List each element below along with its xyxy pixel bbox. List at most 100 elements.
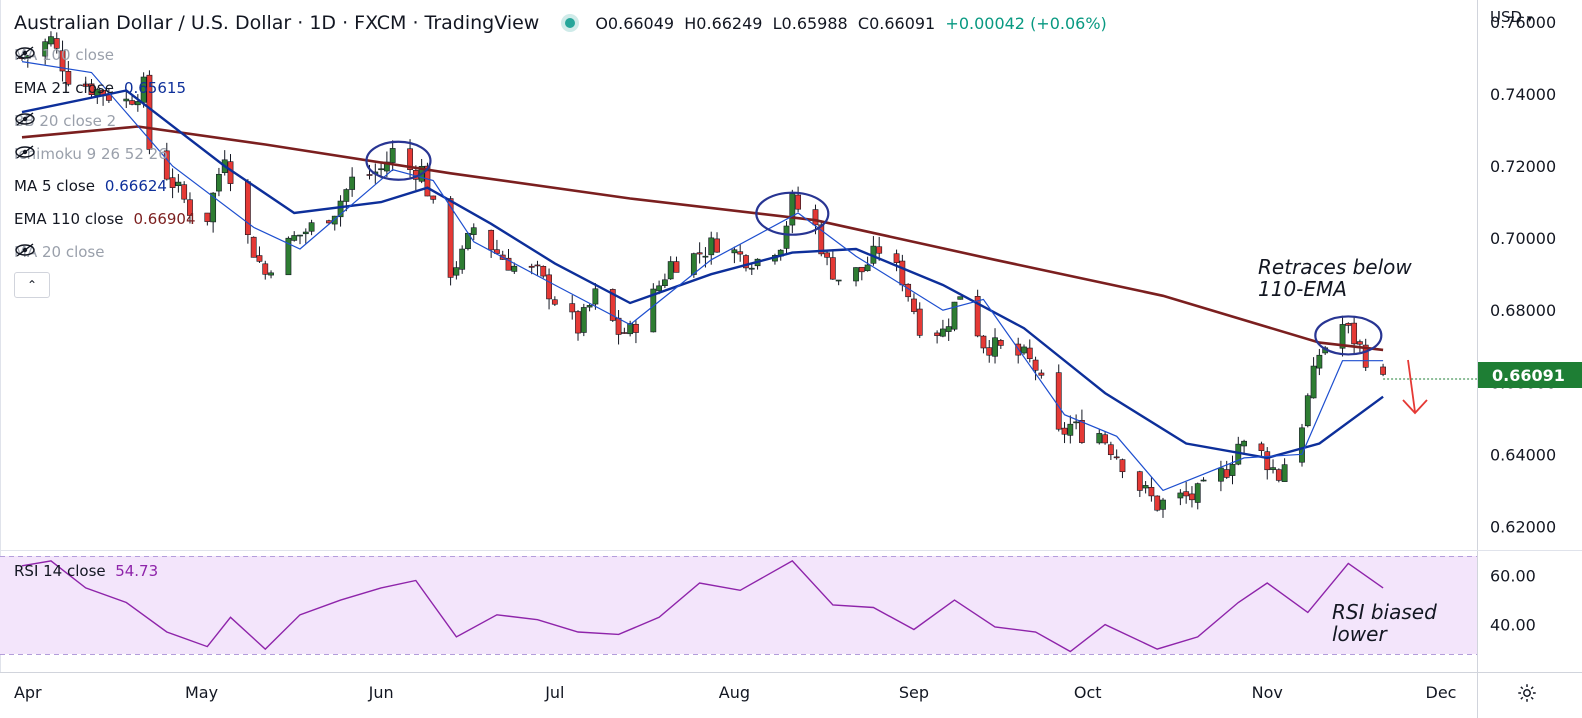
time-tick-label: Nov — [1252, 683, 1283, 702]
candle-down — [528, 265, 535, 268]
candle-down — [1113, 456, 1120, 459]
candle-down — [59, 50, 66, 72]
indicator-row[interactable]: MA 100 close — [14, 46, 114, 64]
candle-down — [163, 150, 170, 180]
time-tick-label: May — [185, 683, 218, 702]
candle-up — [580, 307, 587, 333]
candle-up — [285, 237, 292, 276]
candle-down — [262, 263, 269, 275]
candle-down — [1189, 493, 1195, 501]
candle-down — [980, 335, 987, 349]
indicator-label: MA 100 close — [14, 46, 115, 64]
symbol-title[interactable]: Australian Dollar / U.S. Dollar · 1D · F… — [14, 12, 540, 34]
candle-up — [731, 249, 738, 254]
candle-down — [407, 148, 413, 170]
candle-down — [1107, 444, 1114, 456]
candle-down — [737, 251, 744, 255]
candle-down — [1362, 344, 1369, 368]
eye-hidden-icon[interactable] — [14, 112, 36, 126]
change-value: +0.00042 (+0.06%) — [945, 13, 1107, 33]
eye-hidden-icon[interactable] — [14, 145, 36, 159]
time-tick-label: Dec — [1426, 683, 1457, 702]
candle-up — [650, 288, 657, 333]
candle-up — [945, 326, 952, 332]
candle-up — [627, 323, 634, 335]
candle-up — [1229, 464, 1236, 476]
annotation-retrace-line1: Retraces below — [1258, 255, 1412, 279]
candle-up — [343, 189, 350, 202]
indicator-value: 0.66904 — [133, 210, 196, 228]
rsi-line — [21, 560, 1384, 653]
candle-down — [181, 184, 188, 200]
candle-up — [690, 253, 697, 275]
price-tick-label: 0.62000 — [1490, 517, 1556, 536]
indicator-label: Ichimoku 9 26 52 26 — [14, 145, 168, 163]
candle-up — [210, 192, 217, 223]
candle-up — [853, 267, 859, 282]
candle-down — [82, 83, 89, 87]
down-arrow-head-icon — [1402, 399, 1428, 415]
indicator-label: BB 20 close 2 — [14, 112, 117, 130]
candle-up — [470, 227, 477, 235]
candle-down — [899, 260, 906, 286]
indicator-row[interactable]: BB 20 close 2 — [14, 112, 116, 130]
candle-down — [204, 212, 211, 222]
chevron-down-icon: ▾ — [1526, 12, 1533, 25]
candle-down — [534, 264, 541, 267]
candle-up — [667, 261, 674, 280]
annotation-circle — [365, 140, 432, 181]
currency-label: USD — [1490, 8, 1523, 26]
candle-up — [1281, 464, 1288, 482]
candle-up — [708, 237, 715, 256]
candle-up — [1177, 492, 1184, 499]
rsi-label: RSI 14 close — [14, 562, 106, 580]
candle-up — [592, 288, 599, 305]
candle-down — [250, 236, 257, 258]
candle-down — [1032, 359, 1039, 371]
price-tick-label: 0.64000 — [1490, 445, 1556, 464]
candle-up — [586, 305, 593, 308]
candle-down — [88, 83, 95, 96]
close-value: C0.66091 — [857, 13, 936, 33]
candle-up — [48, 36, 54, 45]
candle-up — [1241, 440, 1247, 447]
indicator-row[interactable]: Ichimoku 9 26 52 26 — [14, 145, 168, 163]
gear-icon[interactable] — [1516, 682, 1538, 704]
candle-up — [1299, 427, 1305, 463]
currency-selector[interactable]: USD ▾ — [1490, 8, 1532, 26]
candle-up — [297, 234, 303, 237]
price-tick-label: 0.68000 — [1490, 301, 1556, 320]
indicator-label: MA 5 close — [14, 177, 95, 195]
price-tick-label: 0.74000 — [1490, 85, 1556, 104]
annotation-rsi-line2: lower — [1332, 622, 1387, 646]
indicator-row[interactable]: MA 5 close 0.66624 — [14, 177, 167, 195]
candle-up — [134, 101, 141, 106]
candle-down — [1357, 341, 1363, 345]
candle-down — [1223, 469, 1230, 478]
candle-down — [621, 332, 628, 334]
candle-up — [268, 272, 274, 276]
candle-down — [858, 266, 865, 273]
candle-down — [551, 299, 558, 305]
annotation-circle — [1314, 315, 1383, 356]
indicator-row[interactable]: EMA 21 close 0.65615 — [14, 79, 186, 97]
candle-down — [146, 74, 153, 150]
indicator-row[interactable]: MA 20 close — [14, 243, 104, 261]
candle-down — [916, 308, 923, 336]
candle-up — [1316, 354, 1323, 369]
indicator-row[interactable]: EMA 110 close 0.66904 — [14, 210, 196, 228]
eye-hidden-icon[interactable] — [14, 243, 36, 257]
candle-up — [1339, 324, 1346, 349]
candle-down — [986, 347, 993, 356]
candle-up — [1142, 485, 1149, 489]
price-tick-label: 0.72000 — [1490, 157, 1556, 176]
candle-up — [453, 267, 460, 276]
candle-down — [609, 289, 616, 321]
candle-down — [1148, 487, 1155, 497]
candle-down — [1136, 471, 1143, 491]
collapse-legend-button[interactable]: ⌃ — [14, 272, 50, 298]
candle-up — [1218, 467, 1224, 482]
eye-hidden-icon[interactable] — [14, 46, 36, 60]
candle-down — [893, 253, 900, 263]
